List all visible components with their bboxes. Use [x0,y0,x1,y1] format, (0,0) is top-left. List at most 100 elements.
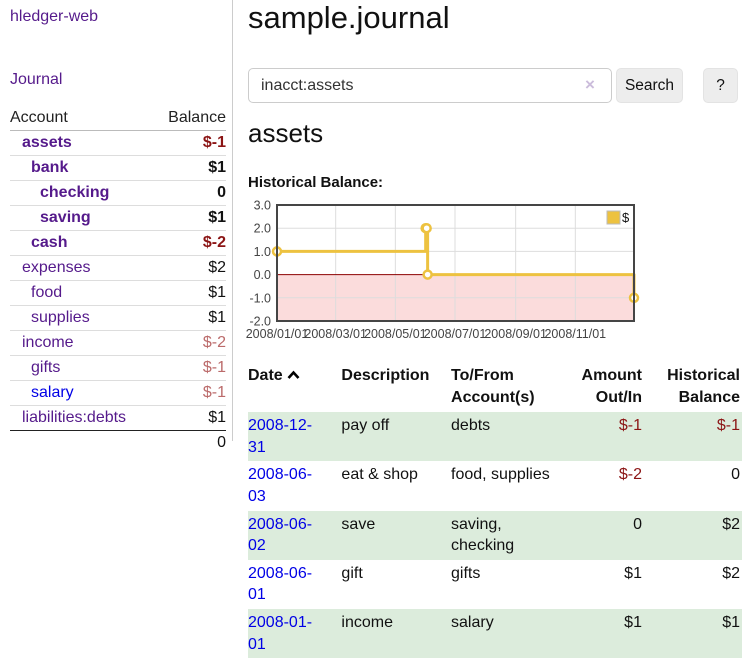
svg-text:2008/05/01: 2008/05/01 [364,327,427,341]
transaction-accounts: salary [451,613,494,631]
account-row: checking 0 [10,181,226,206]
account-heading: assets [248,118,324,148]
account-row: saving $1 [10,206,226,231]
accounts-table-header: Account Balance [10,106,226,131]
account-balance: $-2 [202,334,226,351]
transaction-balance: $2 [722,564,740,582]
clear-search-icon[interactable]: × [585,75,595,94]
chart-heading: Historical Balance: [248,174,384,191]
svg-text:2008/01/01: 2008/01/01 [246,327,309,341]
account-balance: $-2 [202,234,226,251]
register-header-accounts: To/From Account(s) [451,367,535,406]
svg-text:2.0: 2.0 [254,222,271,236]
account-balance: $-1 [202,134,226,151]
svg-text:3.0: 3.0 [254,199,271,213]
transaction-description: pay off [341,417,390,435]
account-balance: $1 [208,409,226,426]
svg-text:2008/09/01: 2008/09/01 [484,327,547,341]
transaction-date-link[interactable]: 2008-06-01 [248,564,313,604]
account-link[interactable]: supplies [31,309,90,326]
svg-text:2008/07/01: 2008/07/01 [424,327,487,341]
register-row: 2008-06-01 gift gifts $1 $2 [248,560,742,609]
transaction-amount: $-2 [618,466,642,484]
transaction-accounts: saving, checking [451,515,515,555]
account-link[interactable]: saving [40,209,91,226]
account-row: salary $-1 [10,381,226,406]
svg-text:1.0: 1.0 [254,245,271,259]
account-row: liabilities:debts $1 [10,406,226,430]
account-balance: $-1 [202,359,226,376]
transaction-description: save [341,515,376,533]
account-balance: $1 [208,309,226,326]
account-link[interactable]: assets [22,134,72,151]
transaction-amount: 0 [633,515,642,533]
account-balance: $-1 [202,384,226,401]
svg-text:0.0: 0.0 [254,268,271,282]
register-header-amount: Amount Out/In [581,367,642,406]
register-row: 2008-06-03 eat & shop food, supplies $-2… [248,461,742,510]
transaction-description: eat & shop [341,466,418,484]
search-button[interactable]: Search [616,68,683,103]
account-link[interactable]: expenses [22,259,91,276]
account-row: cash $-2 [10,231,226,256]
transaction-description: gift [341,564,363,582]
svg-text:2008/11/01: 2008/11/01 [544,327,606,341]
account-link[interactable]: checking [40,184,110,201]
sort-ascending-icon [287,370,300,379]
transaction-amount: $1 [624,613,642,631]
register-header-date[interactable]: Date [248,361,341,412]
account-link[interactable]: bank [31,159,69,176]
transaction-description: income [341,613,393,631]
accounts-total-value: 0 [217,434,226,451]
chart-canvas: 3.0 2.0 1.0 0.0 -1.0 -2.02008/01/012008/03/01… [246,199,640,341]
register-header-description: Description [341,367,430,384]
help-button[interactable]: ? [703,68,738,103]
account-balance: 0 [217,184,226,201]
account-row: bank $1 [10,156,226,181]
search-form: × Search ? [248,68,742,104]
account-balance: $1 [208,159,226,176]
account-balance: $1 [208,209,226,226]
sidebar-item-journal[interactable]: Journal [10,71,63,88]
transaction-balance: $-1 [716,417,740,435]
account-link[interactable]: cash [31,234,68,251]
transaction-date-link[interactable]: 2008-06-03 [248,466,313,505]
svg-text:-2.0: -2.0 [249,315,271,329]
transaction-date-link[interactable]: 2008-12-31 [248,417,313,456]
accounts-header-account: Account [10,109,68,126]
register-row: 2008-12-31 pay off debts $-1 $-1 [248,412,742,462]
app-brand-link[interactable]: hledger-web [10,8,99,25]
account-row: assets $-1 [10,131,226,156]
account-balance: $1 [208,284,226,301]
transaction-accounts: debts [451,417,491,435]
svg-text:$: $ [622,210,630,225]
transaction-amount: $-1 [618,417,642,435]
register-table: Date Description To/From Account(s) Amou… [248,361,742,658]
account-link[interactable]: income [22,334,74,351]
account-row: income $-2 [10,331,226,356]
sidebar-divider [232,0,233,441]
transaction-balance: $2 [722,515,740,533]
svg-text:-1.0: -1.0 [249,291,271,305]
account-row: food $1 [10,281,226,306]
transaction-amount: $1 [624,564,642,582]
page-title: sample.journal [248,0,450,35]
accounts-header-balance: Balance [168,109,226,126]
account-link[interactable]: gifts [31,359,61,376]
account-row: gifts $-1 [10,356,226,381]
account-link[interactable]: food [31,284,63,301]
account-row: supplies $1 [10,306,226,331]
account-link[interactable]: liabilities:debts [22,409,127,426]
register-row: 2008-01-01 income salary $1 $1 [248,608,742,658]
transaction-accounts: gifts [451,564,481,582]
register-row: 2008-06-02 save saving, checking 0 $2 [248,510,742,560]
search-input[interactable] [248,68,612,103]
svg-text:2008/03/01: 2008/03/01 [304,327,367,341]
register-header-row: Date Description To/From Account(s) Amou… [248,361,742,412]
accounts-table: Account Balance assets $-1 bank $1 check… [10,106,226,455]
transaction-balance: $1 [722,613,740,631]
register-header-balance: Historical Balance [667,367,740,406]
account-link[interactable]: salary [31,384,74,401]
transaction-date-link[interactable]: 2008-01-01 [248,613,313,653]
transaction-date-link[interactable]: 2008-06-02 [248,515,313,555]
